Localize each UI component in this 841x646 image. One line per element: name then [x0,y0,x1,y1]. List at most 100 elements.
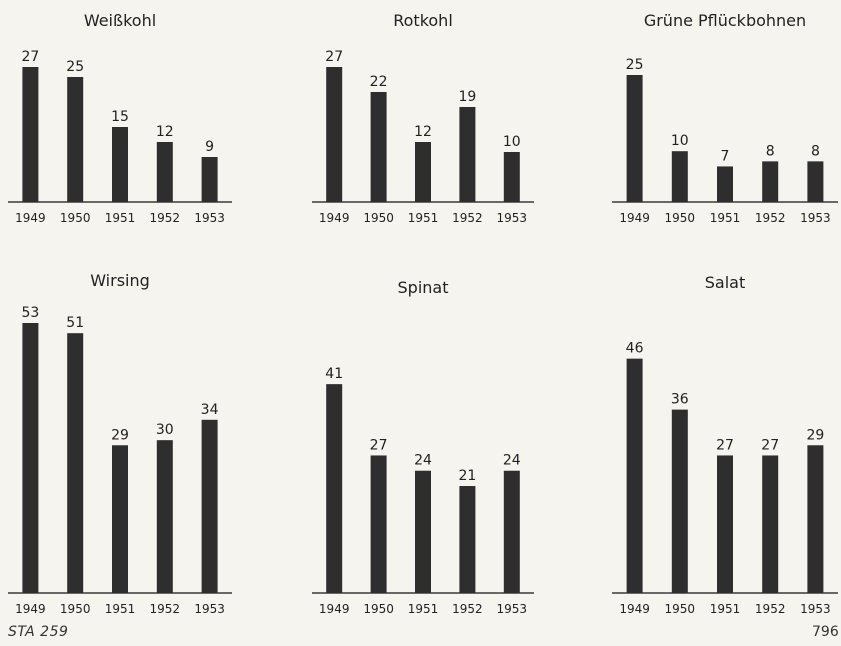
tick-label: 1950 [363,211,394,225]
bar [156,440,173,593]
data-label: 29 [111,427,129,443]
data-label: 8 [766,143,775,159]
data-label: 8 [811,143,820,159]
chart-panel: Spinat 41 1949 27 1950 24 1951 21 1952 24 1953 [312,278,534,616]
chart-title: Weißkohl [84,11,156,30]
bar [807,161,824,202]
tick-label: 1952 [150,211,181,225]
bar [370,92,387,202]
tick-label: 1949 [619,211,650,225]
bar [807,445,824,593]
bar [626,75,643,202]
data-label: 27 [761,437,779,453]
tick-label: 1951 [408,211,439,225]
bar [626,358,643,593]
data-label: 7 [721,148,730,164]
tick-label: 1949 [319,602,350,616]
tick-label: 1951 [710,602,741,616]
bar [459,486,476,593]
tick-label: 1952 [452,211,483,225]
tick-label: 1949 [319,211,350,225]
data-label: 27 [21,49,39,65]
data-label: 10 [503,134,521,150]
tick-label: 1953 [800,211,831,225]
tick-label: 1952 [755,211,786,225]
tick-label: 1951 [105,211,136,225]
chart-title: Grüne Pflückbohnen [644,11,806,30]
tick-label: 1950 [60,602,91,616]
bar [762,161,779,202]
tick-label: 1953 [194,602,225,616]
bar [503,470,520,593]
tick-label: 1949 [15,211,46,225]
data-label: 19 [458,89,476,105]
chart-title: Wirsing [90,271,150,290]
tick-label: 1953 [194,211,225,225]
bar [671,409,688,593]
bar [717,455,733,593]
data-label: 41 [325,366,343,382]
tick-label: 1953 [497,211,528,225]
tick-label: 1950 [60,211,91,225]
data-label: 9 [205,139,214,155]
data-label: 46 [626,341,644,357]
bar [415,470,431,593]
bar [415,142,431,202]
data-label: 22 [370,74,388,90]
tick-label: 1949 [15,602,46,616]
data-label: 27 [325,49,343,65]
bar [112,127,128,202]
tick-label: 1951 [710,211,741,225]
bar [762,455,779,593]
tick-label: 1951 [408,602,439,616]
data-label: 10 [671,133,689,149]
tick-label: 1953 [497,602,528,616]
tick-label: 1951 [105,602,136,616]
bar [370,455,387,593]
data-label: 25 [626,57,644,73]
data-label: 12 [414,124,432,140]
tick-label: 1950 [665,602,696,616]
tick-label: 1952 [150,602,181,616]
data-label: 24 [503,453,521,469]
bar [156,142,173,202]
bar [671,151,688,202]
bar [326,67,343,202]
tick-label: 1949 [619,602,650,616]
bar [22,67,39,202]
bar [22,323,39,593]
data-label: 30 [156,422,174,438]
data-label: 27 [716,437,734,453]
data-label: 27 [370,437,388,453]
tick-label: 1953 [800,602,831,616]
chart-panel: Grüne Pflückbohnen 25 1949 10 1950 7 1951 8 1952… [612,11,838,225]
tick-label: 1952 [755,602,786,616]
chart-panel: Wirsing 53 1949 51 1950 29 1951 30 1952 34 1953 [8,271,232,616]
bar [67,333,84,593]
bar [459,107,476,202]
tick-label: 1952 [452,602,483,616]
bar [112,445,128,593]
data-label: 34 [201,402,219,418]
bar [503,152,520,202]
tick-label: 1950 [665,211,696,225]
page-number: 796 [812,624,839,640]
data-label: 51 [66,315,84,331]
bar [717,166,733,202]
data-label: 36 [671,392,689,408]
source-label: STA 259 [8,624,69,640]
chart-title: Rotkohl [393,11,453,30]
data-label: 29 [806,427,824,443]
data-label: 53 [21,305,39,321]
data-label: 24 [414,453,432,469]
bar [67,77,84,202]
data-label: 12 [156,124,174,140]
chart-panel: Rotkohl 27 1949 22 1950 12 1951 19 1952 10 1953 [312,11,534,225]
data-label: 25 [66,59,84,75]
chart-title: Spinat [398,278,449,297]
data-label: 21 [458,468,476,484]
chart-title: Salat [705,273,745,292]
chart-panel: Weißkohl 27 1949 25 1950 15 1951 12 1952 9 1953 [8,11,232,225]
bar [326,384,343,593]
